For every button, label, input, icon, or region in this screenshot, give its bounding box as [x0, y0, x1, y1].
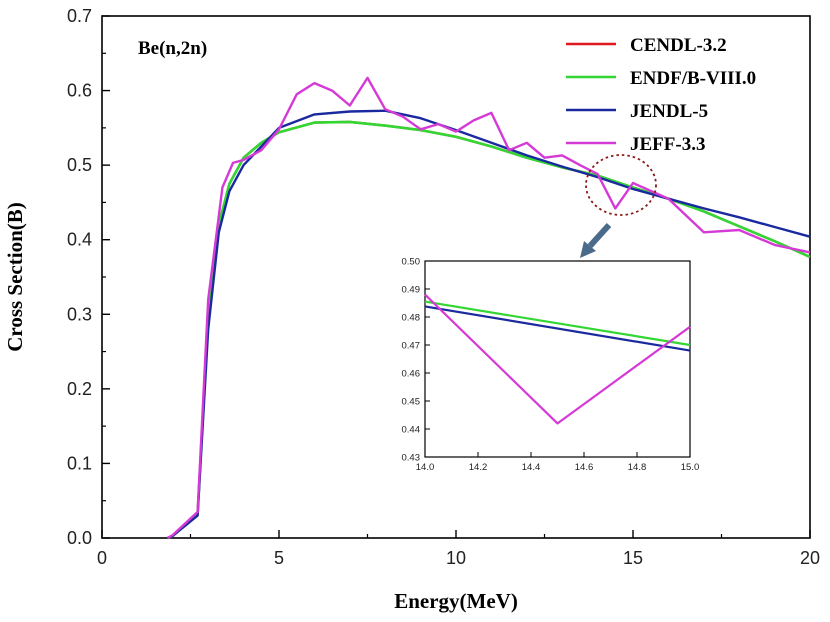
highlight-circle	[585, 154, 657, 216]
inset-frame	[424, 260, 691, 458]
inset-y-tick-label: 0.47	[402, 341, 421, 352]
inset-ticks	[424, 260, 691, 458]
x-axis-label: Energy(MeV)	[394, 589, 518, 613]
inset-x-tick-label: 14.0	[416, 462, 435, 473]
inset-series	[424, 293, 691, 425]
y-tick-label: 0.1	[67, 453, 92, 473]
y-tick-label: 0.0	[67, 528, 92, 548]
inset-x-tick-label: 14.2	[469, 462, 488, 473]
y-tick-label: 0.2	[67, 379, 92, 399]
zoom-arrow	[580, 222, 612, 258]
series-line-jendl-5	[167, 109, 811, 540]
y-tick-label: 0.6	[67, 81, 92, 101]
inset-x-tick-label: 15.0	[681, 462, 700, 473]
x-tick-label: 10	[446, 548, 466, 568]
inset-y-tick-label: 0.43	[402, 453, 421, 464]
y-tick-label: 0.7	[67, 6, 92, 26]
y-axis-label: Cross Section(B)	[3, 202, 27, 352]
reaction-annotation: Be(n,2n)	[138, 38, 207, 59]
inset-series-line-jendl-5	[424, 305, 691, 352]
main-tick-labels: 0 5 10 15 20 0.0 0.1 0.2 0.3 0.4 0.5 0.6 0.7	[67, 6, 820, 568]
inset-y-tick-label: 0.44	[402, 425, 421, 436]
legend-label: JEFF-3.3	[630, 134, 705, 155]
inset-x-tick-label: 14.8	[628, 462, 647, 473]
x-tick-label: 20	[800, 548, 820, 568]
inset-y-tick-label: 0.49	[402, 285, 421, 296]
inset-x-tick-label: 14.6	[575, 462, 594, 473]
x-tick-label: 15	[623, 548, 643, 568]
legend: CENDL-3.2 ENDF/B-VIII.0 JENDL-5 JEFF-3.3	[566, 35, 756, 155]
inset-series-line-endf-b-viii-0	[424, 300, 691, 347]
main-ticks	[101, 15, 811, 539]
inset-y-tick-label: 0.50	[402, 257, 421, 268]
inset-y-tick-label: 0.45	[402, 397, 421, 408]
legend-label: ENDF/B-VIII.0	[630, 68, 756, 89]
x-tick-label: 0	[97, 548, 107, 568]
legend-label: JENDL-5	[630, 101, 708, 122]
x-tick-label: 5	[274, 548, 284, 568]
inset-series-line-jeff-3-3	[424, 293, 691, 425]
y-tick-label: 0.5	[67, 155, 92, 175]
inset-y-tick-label: 0.48	[402, 313, 421, 324]
series-line-jeff-3-3	[166, 76, 811, 540]
y-tick-label: 0.3	[67, 304, 92, 324]
inset-background	[396, 258, 726, 464]
legend-label: CENDL-3.2	[630, 35, 727, 56]
inset-x-tick-label: 14.4	[522, 462, 541, 473]
inset-y-tick-label: 0.46	[402, 369, 421, 380]
y-tick-label: 0.4	[67, 230, 92, 250]
main-series	[166, 76, 811, 540]
inset-tick-labels: 14.0 14.2 14.4 14.6 14.8 15.0 0.43 0.44 0.45 0.46…	[402, 257, 700, 474]
